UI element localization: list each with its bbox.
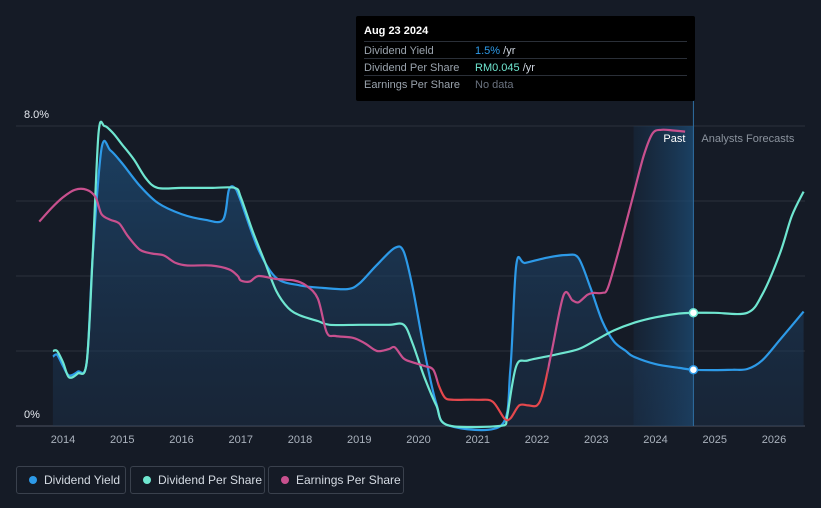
legend-dot-icon [29,476,37,484]
tooltip-value: 1.5% /yr [475,45,515,57]
tooltip-label: Earnings Per Share [364,79,460,91]
series-lines [38,120,805,432]
past-label: Past [663,133,685,145]
dividend-per-share-line [52,120,805,429]
tooltip-value: No data [475,79,514,91]
tooltip-label: Dividend Per Share [364,62,460,74]
tooltip-label: Dividend Yield [364,45,434,57]
y-tick-label-bottom: 0% [24,409,40,421]
x-tick-label: 2022 [525,434,549,446]
x-tick-label: 2017 [229,434,253,446]
x-tick-label: 2020 [406,434,430,446]
legend-label: Earnings Per Share [296,473,401,487]
tooltip-date: Aug 23 2024 [364,25,429,37]
dividend-yield-line [52,139,805,432]
tooltip-value-number: 1.5% [475,45,501,57]
legend-item-dividend-yield[interactable]: Dividend Yield [16,466,126,494]
x-tick-label: 2016 [169,434,193,446]
legend-dot-icon [281,476,289,484]
tooltip-unit: /yr [500,45,516,57]
x-tick-label: 2025 [703,434,727,446]
legend-item-earnings-per-share[interactable]: Earnings Per Share [268,466,404,494]
tooltip-unit: /yr [519,62,535,74]
dividend-yield-area [52,140,804,431]
x-tick-label: 2019 [347,434,371,446]
tooltip-row-earnings-per-share: Earnings Per Share No data [364,75,687,93]
x-tick-label: 2026 [762,434,786,446]
series-markers [688,308,699,375]
tooltip-value-number: No data [475,79,514,91]
tooltip-value: RM0.045 /yr [475,62,535,74]
x-tick-label: 2018 [288,434,312,446]
x-tick-label: 2021 [466,434,490,446]
x-axis-ticks: 2014 2015 2016 2017 2018 2019 2020 2021 2022 2023… [51,434,786,446]
legend-dot-icon [143,476,151,484]
axis-labels: 8.0% 0% Past Analysts Forecasts [24,109,795,421]
legend-item-dividend-per-share[interactable]: Dividend Per Share [130,466,265,494]
x-tick-label: 2023 [584,434,608,446]
tooltip: Aug 23 2024 Dividend Yield 1.5% /yr Divi… [356,16,695,101]
legend-label: Dividend Per Share [158,473,263,487]
dividend-yield-marker[interactable] [688,365,699,375]
x-tick-label: 2024 [643,434,667,446]
x-tick-label: 2015 [110,434,134,446]
legend-label: Dividend Yield [44,473,121,487]
dividend-per-share-marker[interactable] [688,308,699,318]
tooltip-value-number: RM0.045 [475,62,520,74]
tooltip-row-dividend-yield: Dividend Yield 1.5% /yr [364,41,687,59]
analysts-forecasts-label: Analysts Forecasts [701,133,794,145]
tooltip-row-dividend-per-share: Dividend Per Share RM0.045 /yr [364,58,687,76]
earnings-per-share-line [38,128,686,422]
y-tick-label-top: 8.0% [24,109,49,121]
x-tick-label: 2014 [51,434,75,446]
dividend-yield-area-fill [52,140,804,431]
